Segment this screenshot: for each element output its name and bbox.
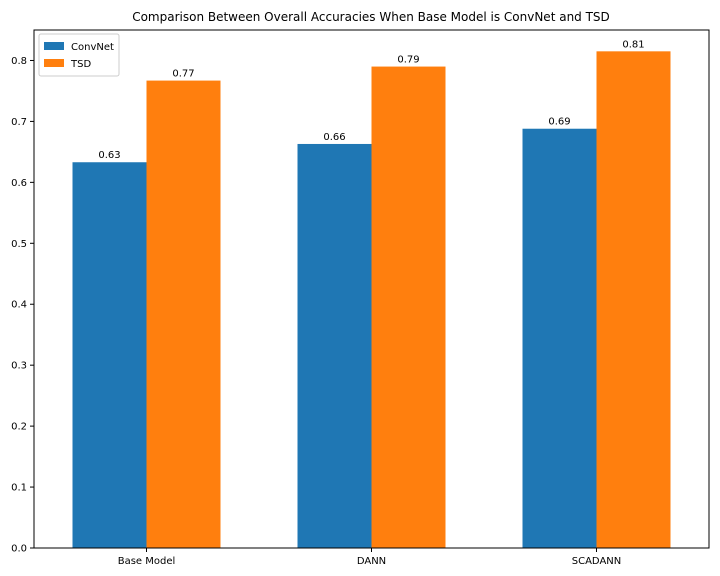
y-tick-label: 0.1 [11,483,27,494]
data-label: 0.77 [172,69,194,80]
data-label: 0.69 [548,117,570,128]
bar-tsd-dann [371,66,446,549]
x-tick-label: Base Model [118,556,176,567]
bar-tsd-base-model [146,80,221,548]
data-label: 0.79 [397,55,419,66]
bar-convnet-dann [297,143,372,548]
y-tick-label: 0.8 [11,56,27,67]
y-tick-label: 0.0 [11,544,27,555]
legend-swatch-tsd [44,59,64,67]
y-tick-label: 0.3 [11,361,27,372]
bar-convnet-base-model [72,162,147,548]
data-label: 0.63 [98,150,120,161]
data-label: 0.66 [323,132,345,143]
plot-frame [33,29,710,549]
axes-layer: Base Model DANN SCADANN 0.0 0.1 0.2 0.3 0.4 0.5 0… [11,29,710,567]
y-tick-label: 0.4 [11,300,27,311]
data-label: 0.81 [622,39,644,50]
legend-swatch-convnet [44,42,64,50]
y-tick-label: 0.2 [11,422,27,433]
chart-title: Comparison Between Overall Accuracies Wh… [132,10,610,24]
y-tick-label: 0.6 [11,178,27,189]
legend-label: TSD [70,59,91,70]
y-tick-label: 0.5 [11,239,27,250]
bar-tsd-scadann [596,51,671,549]
bar-convnet-scadann [522,128,597,548]
bars-layer: 0.63 0.77 0.66 0.79 0.69 0.81 [72,39,671,549]
x-tick-label: DANN [357,556,386,567]
legend: ConvNet TSD [38,33,120,77]
legend-label: ConvNet [71,42,114,53]
y-tick-label: 0.7 [11,117,27,128]
x-tick-label: SCADANN [572,556,622,567]
